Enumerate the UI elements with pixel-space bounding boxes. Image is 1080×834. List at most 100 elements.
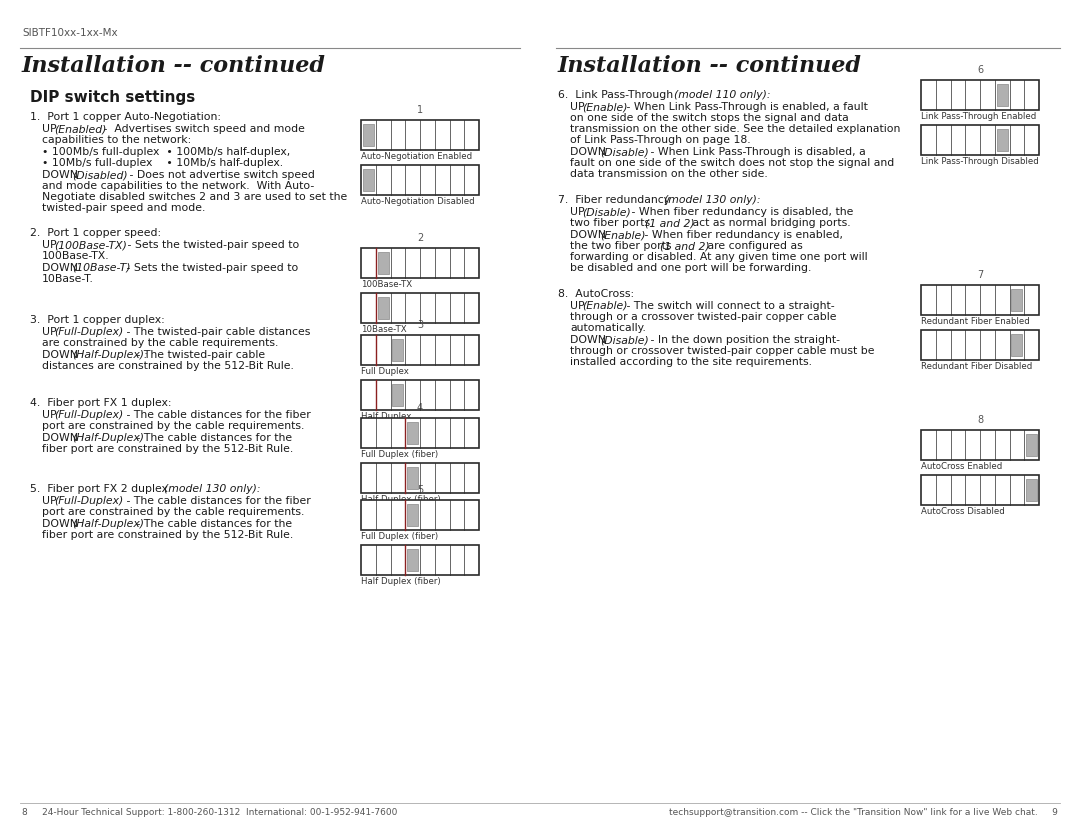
Text: - The cable distances for the: - The cable distances for the	[133, 433, 292, 443]
Text: • 100Mb/s full-duplex  • 100Mb/s half-duplex,: • 100Mb/s full-duplex • 100Mb/s half-dup…	[42, 147, 291, 157]
Text: (10Base-T): (10Base-T)	[72, 263, 131, 273]
Text: DOWN: DOWN	[570, 230, 609, 240]
Text: (Disable): (Disable)	[600, 335, 649, 345]
Text: 1.  Port 1 copper Auto-Negotiation:: 1. Port 1 copper Auto-Negotiation:	[30, 112, 221, 122]
Text: 8     24-Hour Technical Support: 1-800-260-1312  International: 00-1-952-941-760: 8 24-Hour Technical Support: 1-800-260-1…	[22, 808, 397, 817]
Text: 3.  Port 1 copper duplex:: 3. Port 1 copper duplex:	[30, 315, 165, 325]
Bar	[407, 422, 418, 445]
Text: UP: UP	[570, 102, 589, 112]
Text: transmission on the other side. See the detailed explanation: transmission on the other side. See the …	[570, 124, 901, 134]
Bar	[361, 120, 480, 150]
Text: and mode capabilities to the network.  With Auto-: and mode capabilities to the network. Wi…	[42, 181, 314, 191]
Text: through or crossover twisted-pair copper cable must be: through or crossover twisted-pair copper…	[570, 346, 875, 356]
Text: automatically.: automatically.	[570, 323, 646, 333]
Text: (model 110 only):: (model 110 only):	[674, 90, 770, 100]
Text: UP: UP	[42, 124, 60, 134]
Bar	[378, 297, 389, 319]
Text: data transmission on the other side.: data transmission on the other side.	[570, 169, 768, 179]
Text: SIBTF10xx-1xx-Mx: SIBTF10xx-1xx-Mx	[22, 28, 118, 38]
Text: 8: 8	[977, 415, 983, 425]
Text: Half Duplex: Half Duplex	[361, 412, 411, 421]
Text: fiber port are constrained by the 512-Bit Rule.: fiber port are constrained by the 512-Bi…	[42, 444, 294, 454]
Text: fiber port are constrained by the 512-Bit Rule.: fiber port are constrained by the 512-Bi…	[42, 530, 294, 540]
Text: are configured as: are configured as	[704, 241, 802, 251]
Text: (1 and 2): (1 and 2)	[645, 218, 694, 228]
Text: fault on one side of the switch does not stop the signal and: fault on one side of the switch does not…	[570, 158, 894, 168]
Text: AutoCross Disabled: AutoCross Disabled	[921, 507, 1004, 516]
Text: - Sets the twisted-pair speed to: - Sets the twisted-pair speed to	[124, 240, 299, 250]
Bar	[363, 123, 374, 147]
Text: - The cable distances for the fiber: - The cable distances for the fiber	[123, 410, 311, 420]
Bar	[363, 168, 374, 191]
Bar	[921, 430, 1039, 460]
Text: Link Pass-Through Disabled: Link Pass-Through Disabled	[921, 157, 1039, 166]
Text: - The cable distances for the: - The cable distances for the	[133, 519, 292, 529]
Text: Redundant Fiber Disabled: Redundant Fiber Disabled	[921, 362, 1032, 371]
Text: (Half-Duplex): (Half-Duplex)	[72, 519, 144, 529]
Text: UP: UP	[42, 410, 60, 420]
Text: 2: 2	[417, 233, 423, 243]
Text: AutoCross Enabled: AutoCross Enabled	[921, 462, 1002, 471]
Text: (Disable): (Disable)	[582, 207, 631, 217]
Text: (1 and 2): (1 and 2)	[660, 241, 710, 251]
Text: 10Base-TX: 10Base-TX	[361, 325, 407, 334]
Bar	[392, 384, 404, 406]
Text: • 10Mb/s full-duplex    • 10Mb/s half-duplex.: • 10Mb/s full-duplex • 10Mb/s half-duple…	[42, 158, 283, 168]
Text: (Full-Duplex): (Full-Duplex)	[54, 327, 123, 337]
Bar	[921, 285, 1039, 315]
Text: 4.  Fiber port FX 1 duplex:: 4. Fiber port FX 1 duplex:	[30, 398, 172, 408]
Bar	[361, 293, 480, 323]
Text: (Enable): (Enable)	[582, 301, 627, 311]
Text: - The twisted-pair cable: - The twisted-pair cable	[133, 350, 265, 360]
Text: 7.  Fiber redundancy: 7. Fiber redundancy	[558, 195, 674, 205]
Text: be disabled and one port will be forwarding.: be disabled and one port will be forward…	[570, 263, 811, 273]
Text: UP: UP	[570, 301, 589, 311]
Text: 2.  Port 1 copper speed:: 2. Port 1 copper speed:	[30, 228, 161, 238]
Text: (model 130 only):: (model 130 only):	[664, 195, 760, 205]
Text: (Disable): (Disable)	[600, 147, 649, 157]
Text: installed according to the site requirements.: installed according to the site requirem…	[570, 357, 812, 367]
Text: DOWN: DOWN	[42, 350, 81, 360]
Text: 7: 7	[977, 270, 983, 280]
Text: DOWN: DOWN	[42, 170, 81, 180]
Text: - When Link Pass-Through is disabled, a: - When Link Pass-Through is disabled, a	[647, 147, 866, 157]
Bar	[1026, 479, 1037, 501]
Text: (Full-Duplex): (Full-Duplex)	[54, 410, 123, 420]
Text: 6: 6	[977, 65, 983, 75]
Text: (model 130 only):: (model 130 only):	[164, 484, 260, 494]
Text: UP: UP	[42, 496, 60, 506]
Text: DOWN: DOWN	[42, 263, 81, 273]
Text: techsupport@transition.com -- Click the "Transition Now" link for a live Web cha: techsupport@transition.com -- Click the …	[670, 808, 1058, 817]
Text: (Half-Duplex):: (Half-Duplex):	[72, 350, 148, 360]
Text: 5: 5	[417, 485, 423, 495]
Text: UP: UP	[42, 327, 60, 337]
Text: the two fiber ports: the two fiber ports	[570, 241, 675, 251]
Text: Auto-Negotiation Enabled: Auto-Negotiation Enabled	[361, 152, 472, 161]
Bar	[997, 83, 1008, 107]
Bar	[378, 252, 389, 274]
Text: DOWN: DOWN	[570, 335, 609, 345]
Text: Auto-Negotiation Disabled: Auto-Negotiation Disabled	[361, 197, 474, 206]
Text: through or a crossover twisted-pair copper cable: through or a crossover twisted-pair copp…	[570, 312, 837, 322]
Text: of Link Pass-Through on page 18.: of Link Pass-Through on page 18.	[570, 135, 751, 145]
Text: - Sets the twisted-pair speed to: - Sets the twisted-pair speed to	[123, 263, 298, 273]
Text: 4: 4	[417, 403, 423, 413]
Bar	[921, 475, 1039, 505]
Text: port are constrained by the cable requirements.: port are constrained by the cable requir…	[42, 507, 305, 517]
Text: distances are constrained by the 512-Bit Rule.: distances are constrained by the 512-Bit…	[42, 361, 294, 371]
Text: are constrained by the cable requirements.: are constrained by the cable requirement…	[42, 338, 279, 348]
Bar	[407, 466, 418, 490]
Text: - When Link Pass-Through is enabled, a fault: - When Link Pass-Through is enabled, a f…	[623, 102, 868, 112]
Text: (Half-Duplex): (Half-Duplex)	[72, 433, 144, 443]
Text: UP: UP	[570, 207, 589, 217]
Bar	[921, 80, 1039, 110]
Text: 5.  Fiber port FX 2 duplex: 5. Fiber port FX 2 duplex	[30, 484, 172, 494]
Text: 3: 3	[417, 320, 423, 330]
Text: Installation -- continued: Installation -- continued	[22, 55, 326, 77]
Text: - Does not advertise switch speed: - Does not advertise switch speed	[126, 170, 315, 180]
Bar	[361, 165, 480, 195]
Text: DIP switch settings: DIP switch settings	[30, 90, 195, 105]
Text: 6.  Link Pass-Through: 6. Link Pass-Through	[558, 90, 677, 100]
Text: Full Duplex (fiber): Full Duplex (fiber)	[361, 532, 438, 541]
Text: - The switch will connect to a straight-: - The switch will connect to a straight-	[623, 301, 835, 311]
